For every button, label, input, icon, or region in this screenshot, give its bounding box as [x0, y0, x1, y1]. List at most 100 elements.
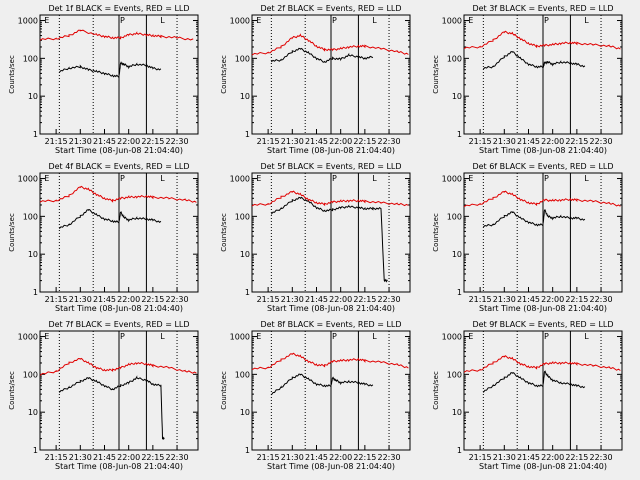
lld-series-line — [251, 352, 409, 371]
marker-label-l: L — [584, 332, 589, 341]
x-tick-label: 21:45 — [517, 295, 540, 304]
x-tick-label: 21:15 — [257, 137, 280, 146]
y-tick-label: 10 — [28, 250, 38, 259]
marker-label-e: E — [44, 16, 49, 25]
x-tick-label: 22:30 — [590, 295, 613, 304]
x-tick-label: 21:45 — [305, 137, 328, 146]
marker-label-p: P — [544, 332, 549, 341]
y-axis-label: Counts/sec — [220, 371, 228, 410]
panel-title: Det 9f BLACK = Events, RED = LLD — [472, 320, 613, 329]
y-axis-label: Counts/sec — [432, 371, 440, 410]
y-tick-label: 100 — [23, 370, 38, 379]
y-axis-label: Counts/sec — [8, 371, 16, 410]
y-axis-label: Counts/sec — [8, 213, 16, 252]
x-tick-label: 22:30 — [166, 453, 189, 462]
x-tick-label: 21:15 — [257, 295, 280, 304]
x-tick-label: 22:15 — [565, 295, 588, 304]
x-tick-label: 21:45 — [517, 453, 540, 462]
lld-series-line — [39, 357, 197, 376]
x-tick-label: 21:15 — [45, 295, 68, 304]
lld-series-line — [463, 190, 621, 208]
panel-title: Det 8f BLACK = Events, RED = LLD — [260, 320, 401, 329]
x-tick-label: 22:30 — [166, 137, 189, 146]
x-tick-label: 21:30 — [69, 137, 92, 146]
y-axis-label: Counts/sec — [220, 213, 228, 252]
x-tick-label: 22:00 — [541, 137, 564, 146]
detector-panel-8: Det 8f BLACK = Events, RED = LLD E P L 1 10 10… — [220, 320, 411, 471]
y-tick-label: 10 — [28, 92, 38, 101]
lld-series-line — [463, 355, 621, 373]
marker-label-l: L — [160, 16, 165, 25]
x-tick-label: 22:00 — [329, 453, 352, 462]
y-tick-label: 100 — [235, 212, 250, 221]
y-tick-label: 10 — [452, 92, 462, 101]
x-tick-label: 21:30 — [281, 295, 304, 304]
x-axis-label: Start Time (08-Jun-08 21:04:40) — [479, 146, 607, 155]
x-tick-label: 21:45 — [517, 137, 540, 146]
panel-title: Det 3f BLACK = Events, RED = LLD — [472, 4, 613, 13]
y-tick-label: 1000 — [230, 333, 250, 342]
x-tick-label: 21:30 — [493, 295, 516, 304]
y-tick-label: 100 — [235, 370, 250, 379]
x-tick-label: 21:30 — [493, 453, 516, 462]
marker-label-e: E — [256, 16, 261, 25]
marker-label-p: P — [544, 174, 549, 183]
y-tick-label: 1 — [457, 288, 462, 297]
marker-label-l: L — [160, 332, 165, 341]
x-tick-label: 21:45 — [305, 295, 328, 304]
y-tick-label: 100 — [447, 212, 462, 221]
y-tick-label: 10 — [240, 250, 250, 259]
y-tick-label: 1 — [33, 288, 38, 297]
lld-series-line — [251, 33, 409, 56]
y-tick-label: 1000 — [442, 17, 462, 26]
x-tick-label: 22:15 — [141, 295, 164, 304]
marker-label-e: E — [468, 332, 473, 341]
panel-title: Det 7f BLACK = Events, RED = LLD — [48, 320, 189, 329]
x-tick-label: 22:15 — [565, 137, 588, 146]
marker-label-l: L — [160, 174, 165, 183]
y-tick-label: 100 — [447, 370, 462, 379]
marker-label-e: E — [468, 16, 473, 25]
events-series-line — [270, 47, 374, 63]
events-series-line — [58, 375, 165, 440]
marker-label-e: E — [44, 174, 49, 183]
marker-label-p: P — [332, 332, 337, 341]
y-tick-label: 100 — [447, 54, 462, 63]
x-tick-label: 21:45 — [93, 137, 116, 146]
y-tick-label: 10 — [452, 408, 462, 417]
y-tick-label: 10 — [240, 92, 250, 101]
events-series-line — [482, 370, 586, 393]
x-tick-label: 22:00 — [117, 295, 140, 304]
y-tick-label: 1 — [245, 446, 250, 455]
y-tick-label: 100 — [23, 54, 38, 63]
x-axis-label: Start Time (08-Jun-08 21:04:40) — [55, 462, 183, 471]
detector-panel-6: Det 6f BLACK = Events, RED = LLD E P L 1 10 10… — [432, 162, 623, 313]
events-series-line — [58, 209, 162, 229]
marker-label-l: L — [372, 174, 377, 183]
x-axis-label: Start Time (08-Jun-08 21:04:40) — [267, 146, 395, 155]
lld-series-line — [251, 190, 409, 207]
x-tick-label: 22:15 — [353, 453, 376, 462]
y-tick-label: 10 — [452, 250, 462, 259]
marker-label-p: P — [120, 16, 125, 25]
x-tick-label: 21:45 — [93, 453, 116, 462]
x-tick-label: 22:00 — [117, 453, 140, 462]
x-tick-label: 22:00 — [541, 453, 564, 462]
lld-series-line — [39, 185, 197, 203]
y-axis-label: Counts/sec — [432, 213, 440, 252]
panel-title: Det 6f BLACK = Events, RED = LLD — [472, 162, 613, 171]
y-tick-label: 10 — [28, 408, 38, 417]
y-tick-label: 1000 — [230, 175, 250, 184]
y-tick-label: 1 — [33, 446, 38, 455]
y-tick-label: 1000 — [18, 175, 38, 184]
x-tick-label: 21:15 — [45, 137, 68, 146]
x-tick-label: 21:30 — [281, 137, 304, 146]
detector-panel-9: Det 9f BLACK = Events, RED = LLD E P L 1 10 10… — [432, 320, 623, 471]
y-tick-label: 1 — [245, 288, 250, 297]
x-tick-label: 22:15 — [353, 137, 376, 146]
events-series-line — [482, 209, 586, 228]
y-tick-label: 1000 — [18, 17, 38, 26]
events-series-line — [270, 196, 388, 283]
